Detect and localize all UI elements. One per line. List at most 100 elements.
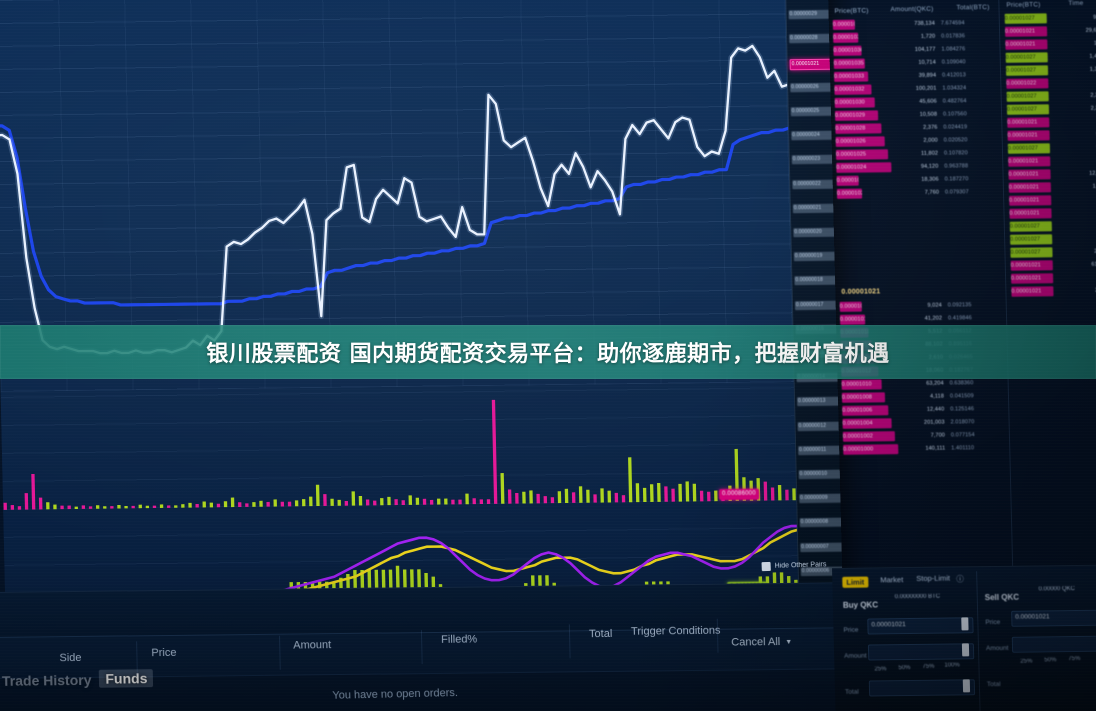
order-book-price: 0.00001026 xyxy=(835,136,885,147)
order-book-row[interactable]: 0.00001025 11,802 0.107820 xyxy=(832,148,1004,160)
trade-history-row[interactable]: 0.00001021 488 xyxy=(1010,272,1096,284)
order-book-row[interactable]: 0.00001023 18,306 0.187270 xyxy=(833,174,1005,186)
tab-trade-history[interactable]: Trade History xyxy=(1,671,92,689)
trade-price: 0.00001021 xyxy=(1005,39,1048,50)
tab-market[interactable]: Market xyxy=(880,575,904,585)
order-book-row[interactable]: 0.00001029 10,508 0.107560 xyxy=(831,109,1003,121)
buy-pct-25[interactable]: 25% xyxy=(874,666,887,673)
tab-stop-limit[interactable]: Stop-Limit xyxy=(916,573,951,583)
trade-history-row[interactable]: 0.00001021 1,469 xyxy=(1008,182,1096,193)
order-book-row[interactable]: 0.00001035 10,714 0.109040 xyxy=(830,57,1002,69)
order-book-row[interactable]: 0.00001028 2,376 0.024419 xyxy=(831,122,1003,134)
order-book-total: 0.638360 xyxy=(949,380,974,387)
trade-history-row[interactable]: 0.00001027 700 xyxy=(1010,234,1096,245)
trade-history-row[interactable]: 0.00001021 105 xyxy=(1005,39,1096,50)
order-book-row[interactable]: 0.00001040 738,134 7.674594 xyxy=(829,18,1001,30)
tab-funds[interactable]: Funds xyxy=(99,669,154,688)
column-side: Side xyxy=(59,651,82,665)
trade-history-row[interactable]: 0.00001021 986 xyxy=(1007,130,1096,141)
order-book-row[interactable]: 0.00001022 7,760 0.079307 xyxy=(833,187,1005,199)
trade-history-row[interactable]: 0.00001021 29,683 xyxy=(1004,26,1096,37)
buy-amount-input[interactable] xyxy=(867,643,975,661)
order-book-row[interactable]: 0.00001000 140,111 1.401110 xyxy=(839,443,1011,455)
buy-total-input[interactable] xyxy=(868,679,976,697)
trade-history-row[interactable]: 0.00001022 97 xyxy=(1006,78,1096,89)
sell-pct-50[interactable]: 50% xyxy=(1044,657,1057,664)
trade-history-row[interactable]: 0.00001021 800 xyxy=(1009,208,1096,219)
order-book-row[interactable]: 0.00001004 201,003 2.018070 xyxy=(838,417,1010,429)
order-book-total: 1.084276 xyxy=(941,46,966,53)
trade-price: 0.00001021 xyxy=(1008,156,1051,167)
hide-other-pairs-checkbox[interactable]: Hide Other Pairs xyxy=(761,560,827,572)
sell-amount-input[interactable] xyxy=(1011,635,1096,653)
order-book-row[interactable]: 0.00001026 2,000 0.020520 xyxy=(832,135,1004,147)
trade-history-row[interactable]: 0.00001021 2,096 xyxy=(1011,285,1096,297)
sell-pct-25[interactable]: 25% xyxy=(1020,658,1033,665)
trade-amount: 2,096 xyxy=(1065,286,1096,297)
order-book-price: 0.00001010 xyxy=(841,379,882,390)
order-book-row[interactable]: 0.00001036 104,177 1.084276 xyxy=(829,44,1001,56)
info-icon[interactable]: ⓘ xyxy=(956,574,964,584)
trade-history-row[interactable]: 0.00001027 1,464 xyxy=(1005,52,1096,63)
trade-history-row[interactable]: 0.00001027 901 xyxy=(1004,13,1096,24)
buy-pct-100[interactable]: 100% xyxy=(944,662,960,669)
order-book-row[interactable]: 0.00001021 9,024 0.092135 xyxy=(836,300,1008,312)
order-book-amount: 10,508 xyxy=(919,111,938,118)
trade-amount: 3 xyxy=(1061,117,1096,128)
buy-price-stepper[interactable] xyxy=(961,617,969,631)
trade-history-row[interactable]: 0.00001027 984 xyxy=(1007,143,1096,154)
trade-price: 0.00001021 xyxy=(1008,169,1051,180)
trade-history-row[interactable]: 0.00001027 2,379 xyxy=(1006,104,1096,115)
order-book-row[interactable]: 0.00001038 1,720 0.017836 xyxy=(829,31,1001,43)
trade-amount: 901 xyxy=(1093,14,1096,21)
order-book-row[interactable]: 0.00001024 94,120 0.963788 xyxy=(832,161,1004,173)
trade-history-row[interactable]: 0.00001027 1,377 xyxy=(1005,65,1096,76)
trade-history-row[interactable]: 0.00001027 2,379 xyxy=(1010,247,1096,258)
order-book-total: 2.018070 xyxy=(950,419,975,426)
order-book-amount: 7,760 xyxy=(924,189,940,196)
order-book-total: 0.017836 xyxy=(941,33,965,40)
trade-price: 0.00001027 xyxy=(1007,143,1051,154)
order-book-row[interactable]: 0.00001010 63,204 0.638360 xyxy=(838,378,1010,390)
trade-amount: 105 xyxy=(1093,40,1096,47)
cancel-all-button[interactable]: Cancel All ▼ xyxy=(731,636,792,649)
order-book-total: 7.674594 xyxy=(940,20,965,27)
trade-history-row[interactable]: 0.00001021 61,126 xyxy=(1010,259,1096,271)
sell-amount-label: Amount xyxy=(985,644,1009,653)
trade-price: 0.00001022 xyxy=(1006,78,1049,89)
order-book-amount: 2,376 xyxy=(923,124,938,131)
trade-history-row[interactable]: 0.00001021 127 xyxy=(1009,195,1096,206)
sell-pct-75[interactable]: 75% xyxy=(1068,655,1081,663)
trade-history-row[interactable]: 0.00001021 3 xyxy=(1007,117,1096,128)
trades-header-price: Price(BTC) xyxy=(1006,1,1041,9)
trade-amount: 2,379 xyxy=(1090,92,1096,99)
order-book-row[interactable]: 0.00001006 12,440 0.125146 xyxy=(838,404,1010,416)
trade-history-row[interactable]: 0.00001027 2,379 xyxy=(1006,91,1096,102)
order-book-amount: 45,606 xyxy=(919,98,937,105)
order-book-row[interactable]: 0.00001032 100,201 1.034324 xyxy=(830,83,1002,95)
order-book-row[interactable]: 0.00001019 41,202 0.419846 xyxy=(836,313,1008,325)
buy-total-stepper[interactable] xyxy=(962,679,971,693)
trade-amount: 700 xyxy=(1064,234,1096,245)
volume-value-badge: 0.00086000 xyxy=(718,488,759,501)
orders-tabs[interactable]: Trade History Funds xyxy=(2,669,154,689)
order-book-row[interactable]: 0.00001002 7,700 0.077154 xyxy=(839,430,1011,442)
buy-pct-75[interactable]: 75% xyxy=(922,663,935,670)
order-book-row[interactable]: 0.00001033 39,894 0.412013 xyxy=(830,70,1002,82)
buy-pct-50[interactable]: 50% xyxy=(898,665,911,672)
checkbox-box-icon[interactable] xyxy=(761,561,771,572)
trade-history-row[interactable]: 0.00001027 364 xyxy=(1009,221,1096,232)
marketing-banner: 银川股票配资 国内期货配资交易平台：助你逐鹿期市，把握财富机遇 xyxy=(0,325,1096,379)
order-book-amount: 100,201 xyxy=(915,85,937,92)
order-book-row[interactable]: 0.00001030 45,606 0.482764 xyxy=(831,96,1003,108)
buy-amount-stepper[interactable] xyxy=(961,643,970,657)
tab-limit[interactable]: Limit xyxy=(842,576,869,588)
order-book-total: 0.020520 xyxy=(943,137,968,144)
trade-amount: 800 xyxy=(1063,208,1096,219)
order-book-row[interactable]: 0.00001008 4,118 0.041509 xyxy=(838,391,1010,403)
trade-history-row[interactable]: 0.00001021 12,538 xyxy=(1008,169,1096,180)
trade-price: 0.00001021 xyxy=(1004,26,1048,37)
order-book-amount: 18,306 xyxy=(921,176,939,183)
trade-amount: 61,126 xyxy=(1091,261,1096,268)
trade-history-row[interactable]: 0.00001021 861 xyxy=(1008,156,1096,167)
